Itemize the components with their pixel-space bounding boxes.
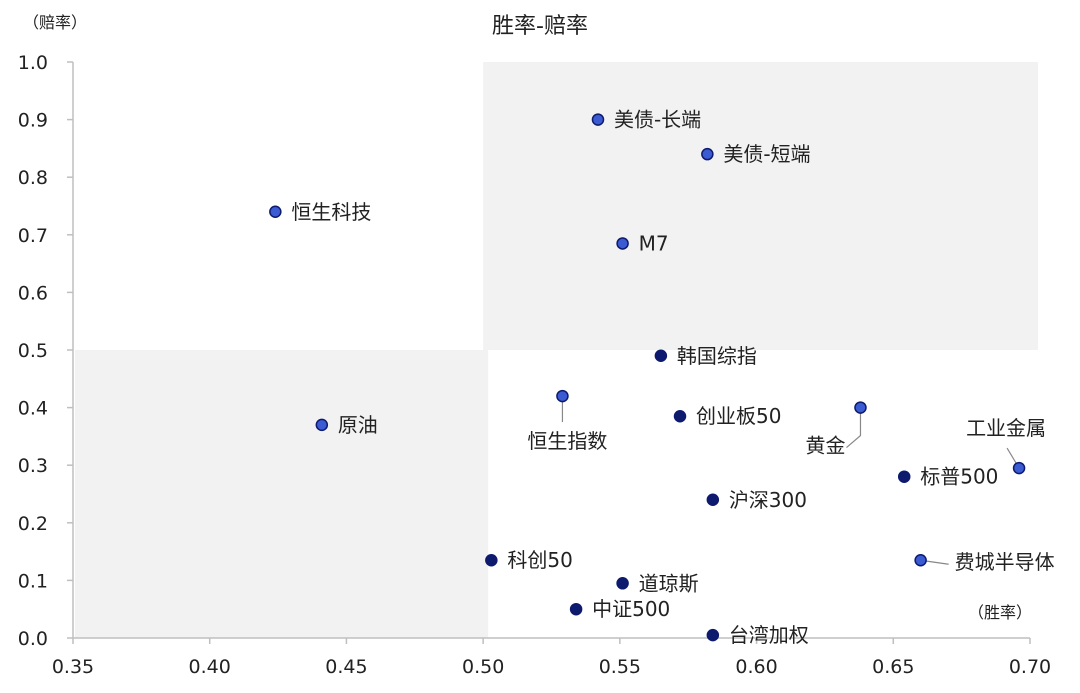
point-label: 创业板50 xyxy=(696,404,781,428)
x-tick-label: 0.55 xyxy=(599,656,641,678)
x-tick-label: 0.60 xyxy=(735,656,777,678)
data-point xyxy=(654,349,668,363)
y-tick-label: 0.2 xyxy=(18,513,48,535)
point-label: 美债-长端 xyxy=(614,108,701,132)
data-point xyxy=(897,470,911,483)
data-point xyxy=(854,401,867,414)
leader-line xyxy=(846,407,862,449)
point-label: 原油 xyxy=(338,413,378,437)
x-tick-label: 0.35 xyxy=(52,656,94,678)
y-tick-label: 0.0 xyxy=(18,628,48,650)
x-tick-label: 0.50 xyxy=(462,656,504,678)
data-point xyxy=(556,389,569,403)
data-points xyxy=(269,113,1026,642)
point-label: 沪深300 xyxy=(729,488,807,512)
point-label: 韩国综指 xyxy=(677,344,757,368)
y-tick-label: 0.4 xyxy=(18,398,48,420)
data-point xyxy=(1012,461,1026,475)
x-tick-label: 0.45 xyxy=(325,656,367,678)
y-tick-label: 0.9 xyxy=(18,110,48,132)
data-point xyxy=(269,205,282,219)
point-label: 工业金属 xyxy=(966,416,1046,440)
shade-bottom-left xyxy=(75,350,489,638)
point-label: 黄金 xyxy=(805,434,845,458)
point-label: 美债-短端 xyxy=(723,142,810,166)
data-point xyxy=(914,553,927,567)
y-tick-label: 1.0 xyxy=(18,52,48,74)
data-point xyxy=(315,418,329,432)
y-tick-label: 0.8 xyxy=(18,167,48,189)
y-tick-label: 0.5 xyxy=(18,340,48,362)
x-tick-label: 0.70 xyxy=(1009,656,1051,678)
axes: 0.35 0.40 0.45 0.50 0.55 0.60 0.65 0.70 0.0 0.1 0.… xyxy=(18,52,1051,678)
quadrant-shading xyxy=(75,62,1039,638)
y-tick-label: 0.7 xyxy=(18,225,48,247)
shade-top-right xyxy=(483,62,1039,350)
point-label: 标普500 xyxy=(920,465,998,489)
data-point xyxy=(673,409,687,423)
data-point xyxy=(706,628,720,642)
x-tick-label: 0.65 xyxy=(872,656,914,678)
y-tick-label: 0.3 xyxy=(18,455,48,477)
y-tick-label: 0.6 xyxy=(18,282,48,304)
data-point xyxy=(616,237,629,250)
chart-title: 胜率-赔率 xyxy=(492,14,588,39)
point-label: 道琼斯 xyxy=(639,571,699,595)
y-axis-label: （赔率） xyxy=(23,13,87,32)
data-point xyxy=(701,147,714,161)
y-tick-label: 0.1 xyxy=(18,570,48,592)
point-label: M7 xyxy=(639,231,669,255)
point-label: 费城半导体 xyxy=(955,550,1055,574)
point-label: 中证500 xyxy=(592,597,670,621)
point-label: 科创50 xyxy=(507,548,572,572)
data-point xyxy=(569,602,583,616)
point-label: 恒生科技 xyxy=(291,200,371,224)
x-axis-label: （胜率） xyxy=(968,603,1032,622)
x-tick-label: 0.40 xyxy=(189,656,231,678)
point-label: 台湾加权 xyxy=(729,623,809,647)
data-point xyxy=(616,577,629,590)
data-point xyxy=(706,493,720,507)
point-label: 恒生指数 xyxy=(527,429,607,453)
data-point xyxy=(591,113,605,126)
data-point xyxy=(485,553,498,567)
